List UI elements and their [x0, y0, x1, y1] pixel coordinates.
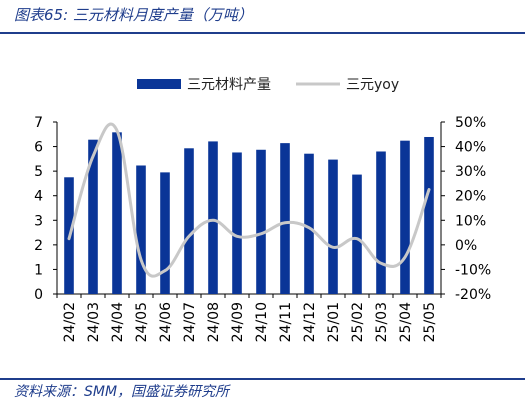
bar-24-05: [136, 165, 146, 294]
footer-divider: [0, 378, 525, 380]
bar-25-01: [328, 159, 338, 294]
axes: [53, 121, 445, 298]
y-right-tick-label: 50%: [455, 115, 486, 131]
bar-24-03: [88, 139, 98, 294]
bar-series: [64, 132, 434, 294]
bar-24-11: [280, 143, 290, 294]
yoy-series: [67, 122, 431, 278]
x-tick-label: 24/09: [230, 302, 246, 342]
y-left-tick-labels: 0 1 2 3 4 5 6 7: [34, 115, 43, 303]
y-right-tick-label: 0%: [455, 238, 477, 254]
x-tick-label: 24/08: [206, 302, 222, 342]
y-right-tick-label: 20%: [455, 189, 486, 205]
bar-24-07: [184, 148, 194, 294]
x-tick-label: 24/05: [134, 302, 150, 342]
x-tick-label: 25/02: [350, 302, 366, 342]
x-tick-label: 25/01: [326, 302, 342, 342]
legend-bar-label: 三元材料产量: [187, 77, 271, 93]
x-tick-labels: 24/02 24/03 24/04 24/05 24/06 24/07 24/08 24/09…: [62, 302, 438, 342]
y-left-tick-label: 3: [34, 213, 43, 229]
yoy-line: [67, 122, 431, 278]
x-tick-label: 24/02: [62, 302, 78, 342]
x-tick-label: 25/03: [374, 302, 390, 342]
x-tick-label: 24/10: [254, 302, 270, 342]
y-right-tick-label: 30%: [455, 164, 486, 180]
bar-24-09: [232, 152, 242, 294]
x-tick-label: 24/03: [86, 302, 102, 342]
title-divider: [0, 32, 525, 34]
x-tick-label: 25/04: [398, 302, 414, 342]
y-right-tick-label: -20%: [455, 287, 491, 303]
chart: 三元材料产量 三元yoy 24/02 24/03 24/04 24/05 24/06 24…: [34, 77, 491, 342]
y-left-tick-label: 4: [34, 189, 43, 205]
y-right-tick-label: 10%: [455, 213, 486, 229]
x-tick-label: 24/11: [278, 302, 294, 342]
y-right-tick-labels: -20% -10% 0% 10% 20% 30% 40% 50%: [455, 115, 491, 303]
source-note: 资料来源：SMM，国盛证券研究所: [14, 384, 230, 400]
y-left-tick-label: 0: [34, 287, 43, 303]
legend: 三元材料产量 三元yoy: [137, 77, 399, 93]
bar-24-12: [304, 153, 314, 294]
bar-24-06: [160, 172, 170, 294]
chart-title: 图表65: 三元材料月度产量（万吨）: [14, 6, 253, 24]
x-tick-label: 24/04: [110, 302, 126, 342]
x-tick-label: 24/12: [302, 302, 318, 342]
y-left-tick-label: 2: [34, 238, 43, 254]
x-tick-label: 24/07: [182, 302, 198, 342]
y-left-tick-label: 5: [34, 164, 43, 180]
bar-24-08: [208, 141, 218, 294]
bar-25-05: [424, 136, 434, 294]
legend-bar-swatch: [137, 79, 181, 89]
bar-25-03: [376, 151, 386, 294]
y-left-tick-label: 6: [34, 140, 43, 156]
bar-25-04: [400, 140, 410, 294]
bar-24-04: [112, 132, 122, 294]
y-right-tick-label: -10%: [455, 262, 491, 278]
bar-25-02: [352, 174, 362, 294]
legend-line-label: 三元yoy: [346, 77, 399, 93]
x-tick-label: 24/06: [158, 302, 174, 342]
bar-24-10: [256, 149, 266, 294]
x-tick-label: 25/05: [422, 302, 438, 342]
y-right-tick-label: 40%: [455, 140, 486, 156]
y-left-tick-label: 1: [34, 262, 43, 278]
y-left-tick-label: 7: [34, 115, 43, 131]
